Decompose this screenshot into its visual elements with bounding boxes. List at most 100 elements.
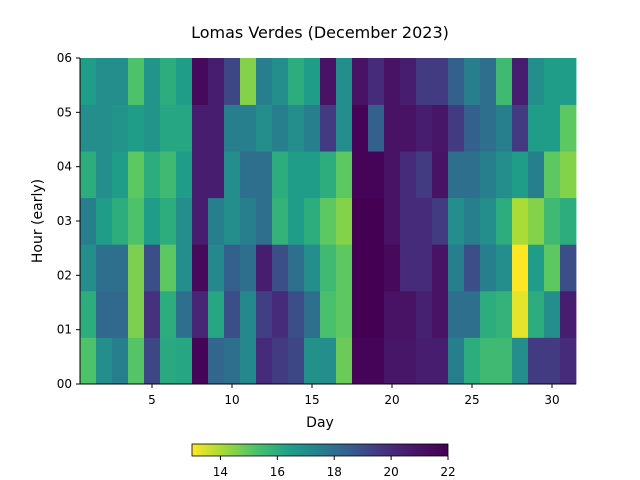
heatmap-cell — [496, 244, 513, 292]
heatmap-cell — [544, 58, 561, 105]
heatmap-cell — [480, 244, 497, 292]
heatmap-cell — [528, 104, 545, 152]
heatmap-cell — [112, 58, 129, 105]
heatmap-cell — [384, 104, 401, 152]
heatmap-cell — [512, 337, 529, 385]
x-axis-label: Day — [306, 415, 334, 431]
heatmap-cell — [304, 58, 321, 105]
heatmap-cell — [96, 337, 113, 385]
heatmap-cell — [352, 337, 369, 385]
heatmap-cell — [176, 337, 193, 385]
heatmap-cell — [176, 197, 193, 245]
heatmap-cell — [560, 151, 577, 199]
heatmap-cell — [432, 197, 449, 245]
heatmap-cell — [304, 197, 321, 245]
heatmap-cell — [528, 151, 545, 199]
heatmap-cell — [432, 290, 449, 338]
heatmap-cell — [368, 197, 385, 245]
heatmap-cell — [96, 151, 113, 199]
heatmap-cell — [512, 104, 529, 152]
heatmap-cell — [304, 104, 321, 152]
heatmap-cell — [336, 244, 353, 292]
heatmap-cell — [320, 58, 337, 105]
heatmap-cell — [272, 151, 289, 199]
heatmap-cell — [352, 58, 369, 105]
x-tick-label: 5 — [148, 393, 156, 407]
heatmap-cell — [480, 337, 497, 385]
heatmap-cell — [480, 197, 497, 245]
heatmap-cell — [336, 104, 353, 152]
heatmap-cell — [176, 104, 193, 152]
heatmap-cell — [176, 244, 193, 292]
heatmap-cell — [160, 244, 177, 292]
heatmap-cell — [304, 337, 321, 385]
y-tick-label: 01 — [57, 323, 72, 337]
heatmap-cell — [496, 58, 513, 105]
x-tick-label: 15 — [304, 393, 319, 407]
heatmap-cell — [416, 58, 433, 105]
heatmap-cell — [208, 104, 225, 152]
heatmap-cell — [272, 197, 289, 245]
heatmap-cell — [144, 151, 161, 199]
y-tick-label: 00 — [57, 377, 72, 391]
heatmap-cell — [400, 244, 417, 292]
heatmap-cell — [128, 337, 145, 385]
heatmap-cell — [112, 104, 129, 152]
heatmap-cell — [448, 104, 465, 152]
y-tick-label: 05 — [57, 105, 72, 119]
heatmap-cell — [336, 58, 353, 105]
heatmap-cells — [80, 58, 577, 385]
heatmap-cell — [432, 244, 449, 292]
heatmap-cell — [320, 104, 337, 152]
heatmap-cell — [224, 151, 241, 199]
y-tick-label: 06 — [57, 51, 72, 65]
heatmap-cell — [240, 151, 257, 199]
heatmap-cell — [384, 197, 401, 245]
heatmap-cell — [288, 104, 305, 152]
heatmap-cell — [400, 151, 417, 199]
heatmap-cell — [208, 244, 225, 292]
heatmap-cell — [368, 104, 385, 152]
heatmap-cell — [400, 197, 417, 245]
heatmap-cell — [160, 337, 177, 385]
heatmap-cell — [560, 58, 577, 105]
heatmap-cell — [496, 151, 513, 199]
y-tick-label: 04 — [57, 160, 72, 174]
heatmap-cell — [96, 244, 113, 292]
heatmap-cell — [464, 337, 481, 385]
heatmap-cell — [144, 104, 161, 152]
heatmap-cell — [144, 58, 161, 105]
heatmap-cell — [512, 197, 529, 245]
heatmap-cell — [432, 58, 449, 105]
heatmap-cell — [288, 151, 305, 199]
heatmap-cell — [256, 244, 273, 292]
heatmap-cell — [416, 337, 433, 385]
heatmap-cell — [560, 244, 577, 292]
heatmap-cell — [544, 290, 561, 338]
heatmap-cell — [336, 197, 353, 245]
heatmap-cell — [384, 151, 401, 199]
heatmap-cell — [224, 197, 241, 245]
heatmap-cell — [496, 290, 513, 338]
heatmap-cell — [544, 337, 561, 385]
heatmap-cell — [416, 197, 433, 245]
heatmap-cell — [496, 337, 513, 385]
heatmap-cell — [320, 290, 337, 338]
heatmap-cell — [176, 290, 193, 338]
heatmap-cell — [464, 151, 481, 199]
heatmap-cell — [400, 104, 417, 152]
heatmap-cell — [448, 244, 465, 292]
heatmap-cell — [304, 290, 321, 338]
heatmap-cell — [368, 151, 385, 199]
heatmap-cell — [192, 337, 209, 385]
heatmap-cell — [272, 58, 289, 105]
heatmap-cell — [368, 337, 385, 385]
heatmap-cell — [80, 244, 97, 292]
heatmap-cell — [224, 58, 241, 105]
y-tick-label: 02 — [57, 268, 72, 282]
heatmap-cell — [288, 244, 305, 292]
heatmap-cell — [192, 104, 209, 152]
heatmap-cell — [528, 337, 545, 385]
heatmap-cell — [544, 197, 561, 245]
